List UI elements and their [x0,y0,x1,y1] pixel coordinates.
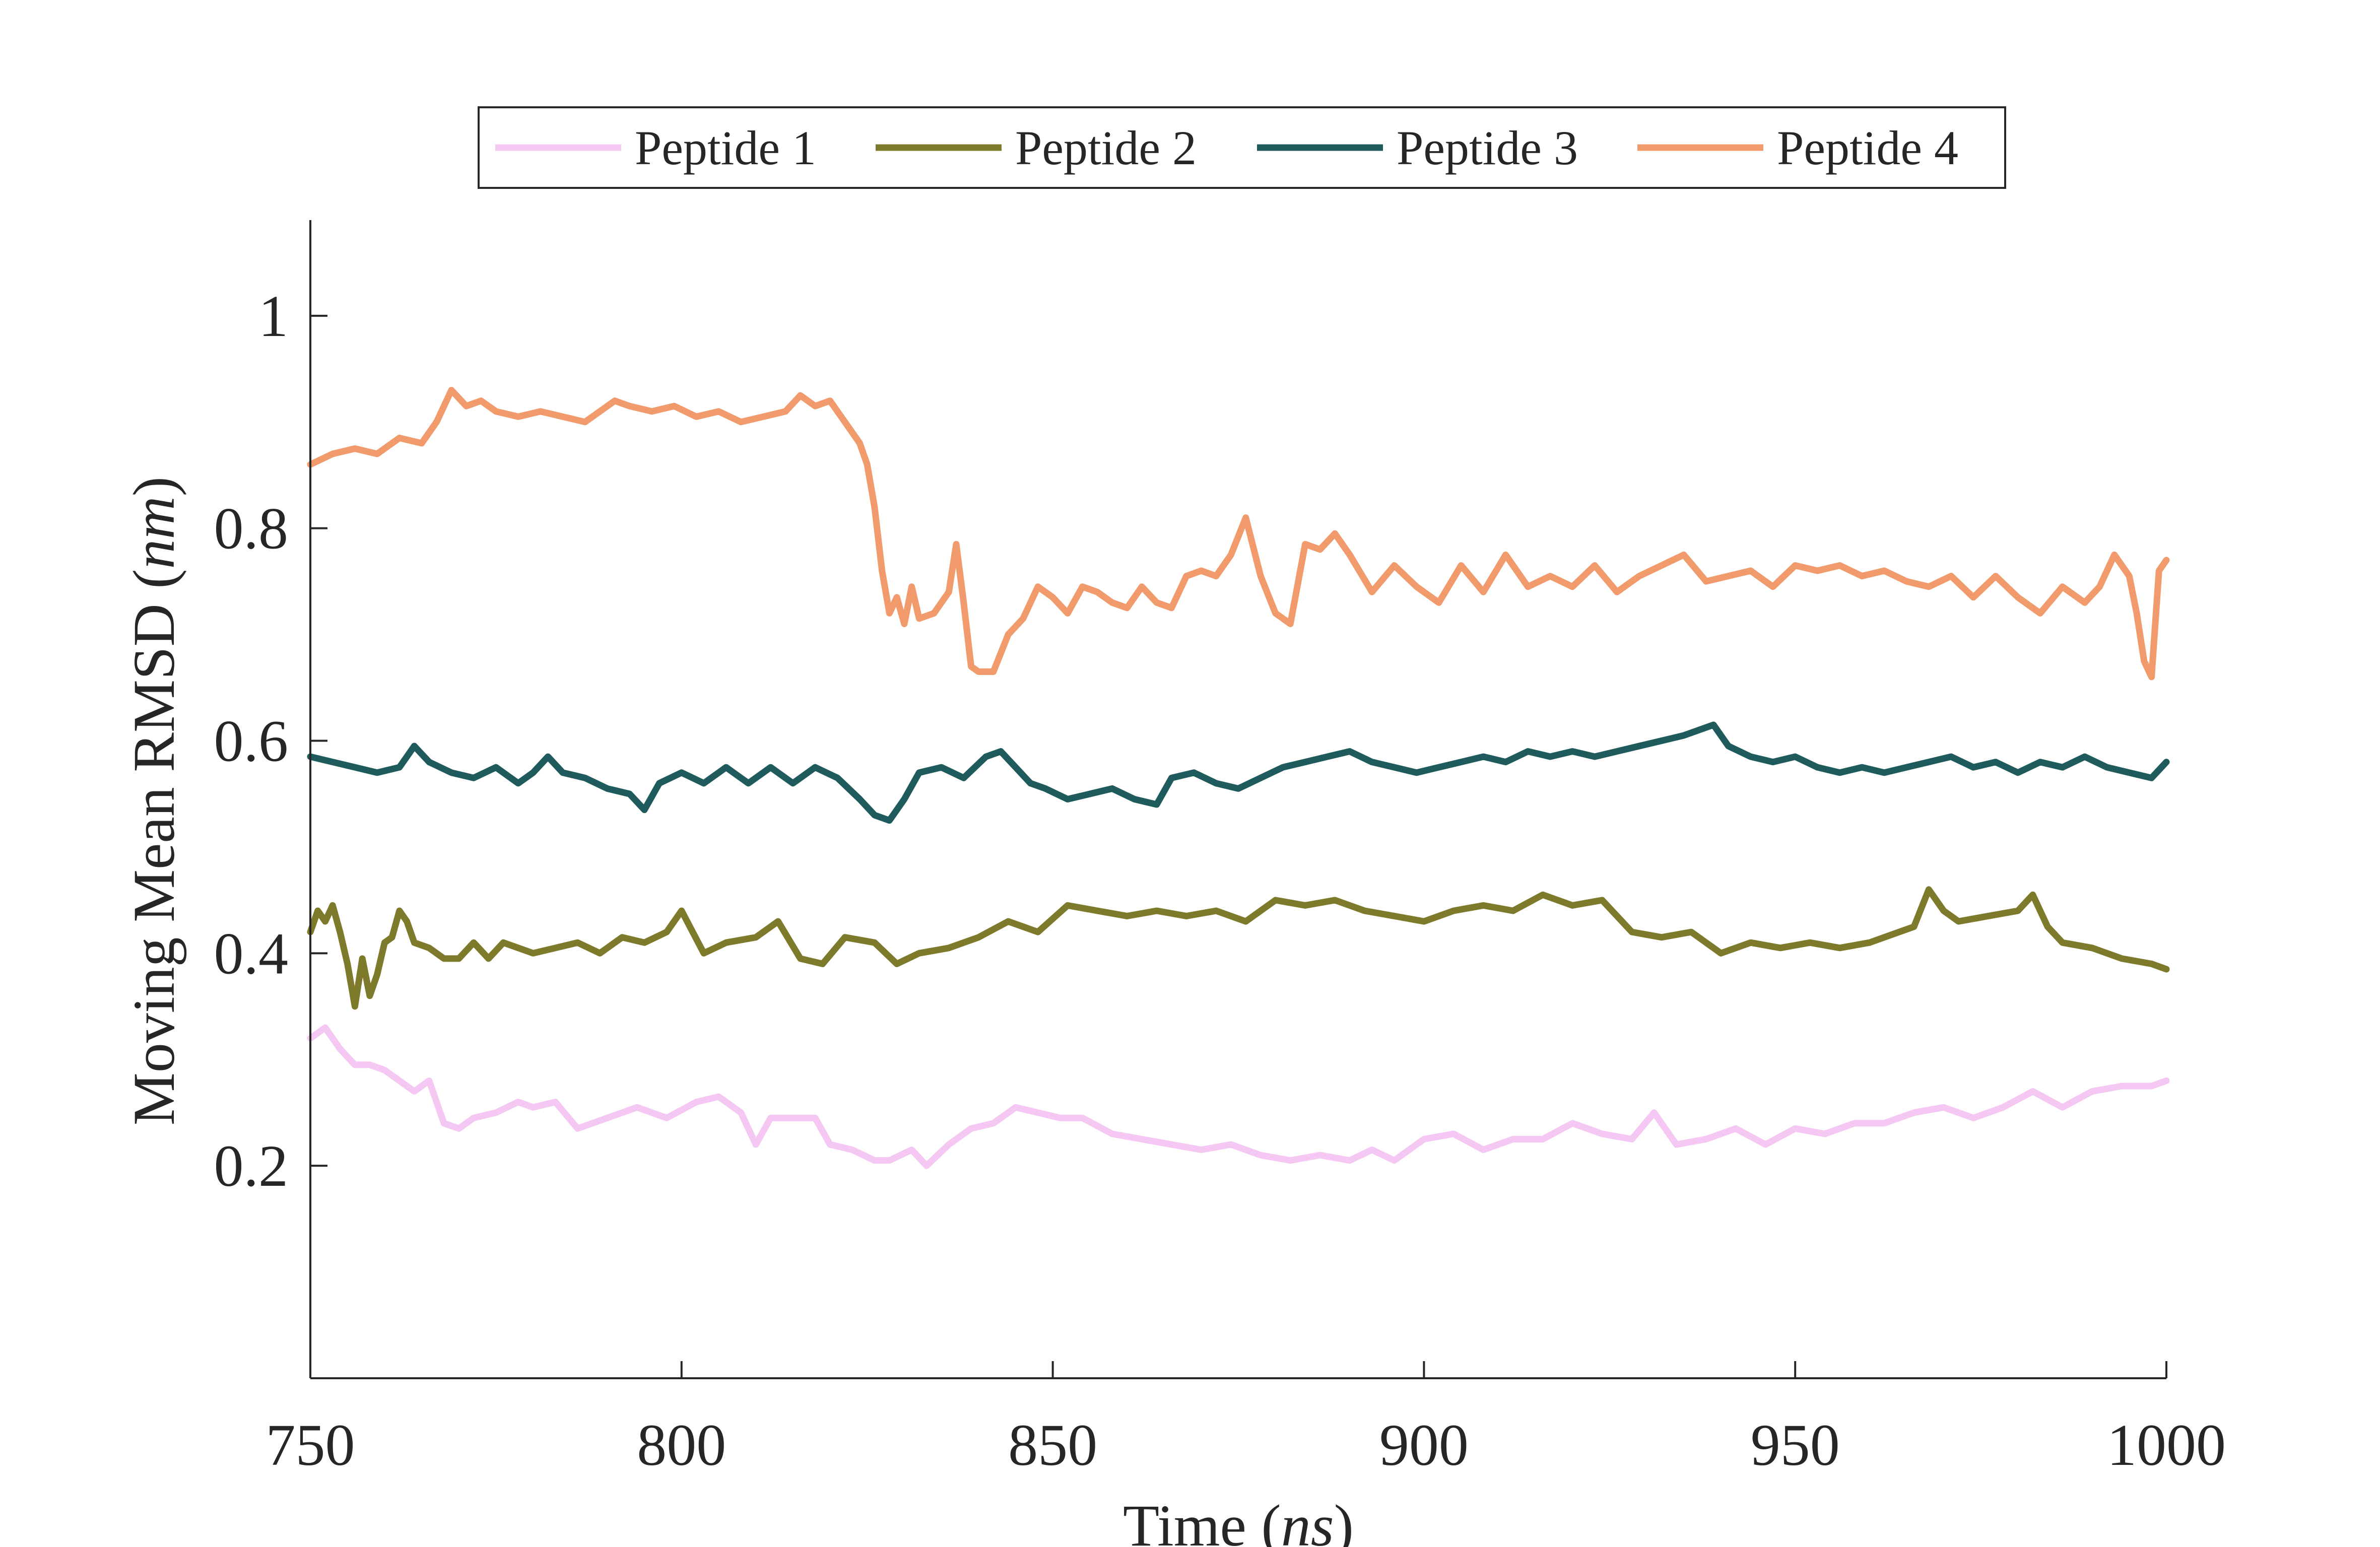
y-tick-label: 0.8 [214,496,289,562]
legend-label-peptide-1: Peptide 1 [635,121,816,175]
x-tick-label: 850 [1008,1412,1097,1478]
y-axis-unit: nm [121,496,187,569]
y-tick-label: 0.6 [214,708,289,774]
series-layer [307,387,2170,1169]
legend-label-peptide-2: Peptide 2 [1015,121,1197,175]
y-axis-paren-close: ) [121,477,187,496]
y-axis-paren-open: ( [121,569,187,603]
x-tick-label: 1000 [2107,1412,2226,1478]
y-axis-label: Moving Mean RMSD [121,603,187,1125]
x-tick-label: 750 [266,1412,355,1478]
series-line-peptide-3 [307,721,2170,824]
series-line-peptide-4 [307,387,2170,681]
y-tick-label: 1 [258,283,288,349]
y-tick-label: 0.2 [214,1133,289,1199]
series-line-peptide-2 [307,886,2170,1010]
legend-label-peptide-3: Peptide 3 [1397,121,1578,175]
x-axis-label: Time [1123,1493,1246,1547]
x-axis-paren-close: ) [1334,1493,1354,1547]
series-line-peptide-1 [307,1024,2170,1169]
x-tick-label: 900 [1379,1412,1469,1478]
legend-label-peptide-4: Peptide 4 [1777,121,1958,175]
axes: 750 800 850 900 950 1000 0.2 0.4 0.6 0.8 1 [214,220,2226,1478]
legend: Peptide 1 Peptide 2 Peptide 3 Peptide 4 [478,106,2006,189]
y-axis-title: Moving Mean RMSD (nm) [121,477,187,1125]
x-tick-label: 800 [637,1412,726,1478]
x-axis-title: Time (ns) [1123,1493,1354,1547]
x-axis-unit: ns [1281,1493,1334,1547]
x-axis-paren-open: ( [1246,1493,1281,1547]
x-tick-label: 950 [1751,1412,1840,1478]
y-tick-label: 0.4 [214,920,289,986]
